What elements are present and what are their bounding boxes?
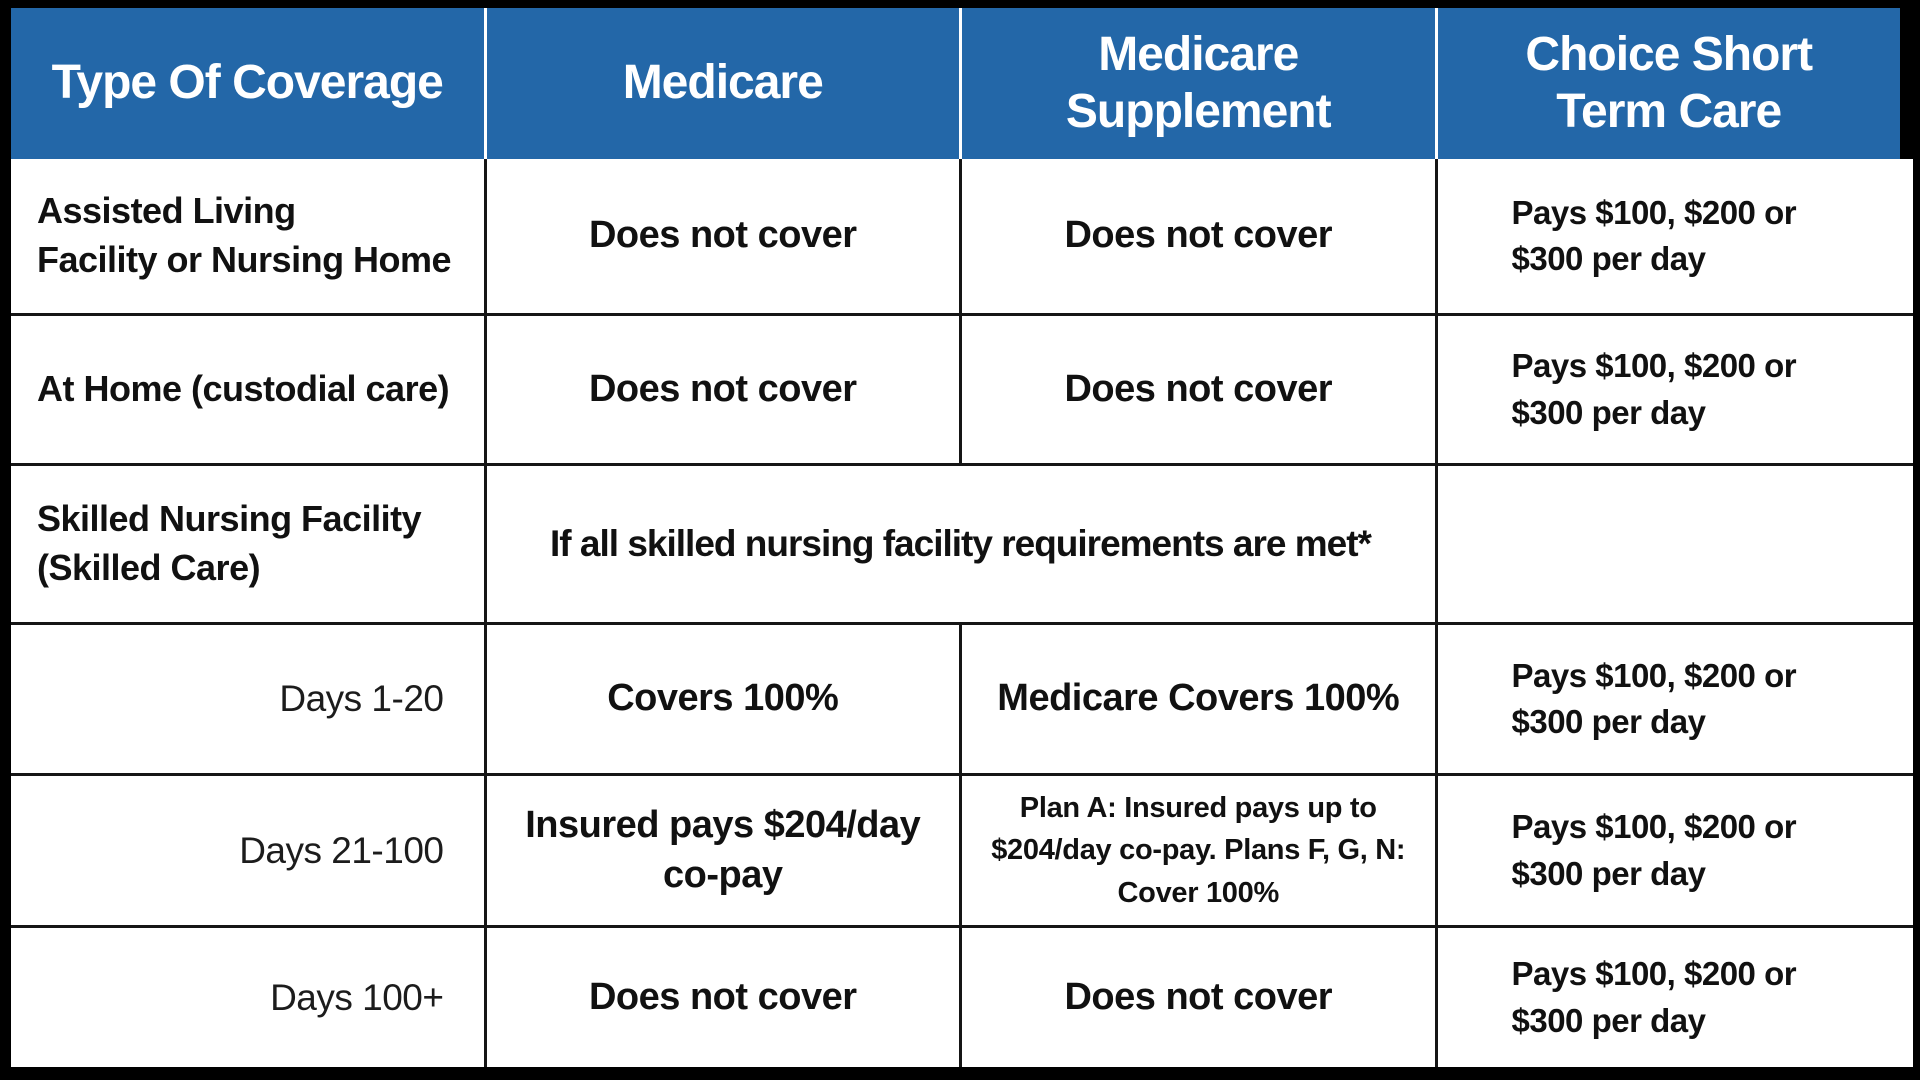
col-header-type-of-coverage: Type Of Coverage (11, 8, 487, 159)
cell-days-21-100-medicare-supplement: Plan A: Insured pays up to $204/day co-p… (962, 776, 1438, 928)
cell-days-100-plus-choice-short-term-care: Pays $100, $200 or $300 per day (1511, 955, 1797, 1039)
col-header-medicare: Medicare (486, 8, 962, 159)
row-label-at-home: At Home (custodial care) (11, 316, 487, 466)
col-header-choice-short-term-care: Choice Short Term Care (1437, 8, 1913, 159)
table-grid: Type Of Coverage Medicare Medicare Suppl… (11, 8, 1913, 1067)
cell-days-1-20-medicare-supplement: Medicare Covers 100% (962, 625, 1438, 776)
row-label-days-1-20: Days 1-20 (11, 625, 487, 776)
cell-skilled-nursing-choice-short-term-care-empty (1437, 466, 1913, 625)
cell-days-100-plus-medicare: Does not cover (487, 928, 962, 1067)
cell-days-1-20-medicare: Covers 100% (486, 625, 962, 776)
cell-at-home-medicare-supplement: Does not cover (962, 316, 1438, 466)
row-label-skilled-nursing-facility: Skilled Nursing Facility (Skilled Care) (11, 466, 487, 625)
cell-days-21-100-choice-short-term-care: Pays $100, $200 or $300 per day (1437, 776, 1913, 928)
cell-assisted-living-choice-short-term-care: Pays $100, $200 or $300 per day (1437, 159, 1913, 316)
row-label-days-21-100: Days 21-100 (11, 776, 487, 928)
cell-assisted-living-medicare-supplement: Does not cover (962, 159, 1438, 316)
cell-days-1-20-choice-short-term-care: Pays $100, $200 or $300 per day (1437, 625, 1913, 776)
cell-days-100-plus-medicare-supplement: Does not cover (962, 928, 1438, 1067)
row-label-assisted-living: Assisted Living Facility or Nursing Home (11, 159, 487, 316)
cell-assisted-living-medicare: Does not cover (486, 159, 962, 316)
cell-at-home-choice-short-term-care: Pays $100, $200 or $300 per day (1437, 316, 1913, 466)
cell-skilled-nursing-merged-note: If all skilled nursing facility requirem… (486, 466, 1438, 625)
cell-days-21-100-medicare: Insured pays $204/day co-pay (486, 776, 962, 928)
cell-at-home-medicare: Does not cover (486, 316, 962, 466)
row-label-days-100-plus: Days 100+ (11, 928, 487, 1067)
col-header-medicare-supplement: Medicare Supplement (962, 8, 1438, 159)
